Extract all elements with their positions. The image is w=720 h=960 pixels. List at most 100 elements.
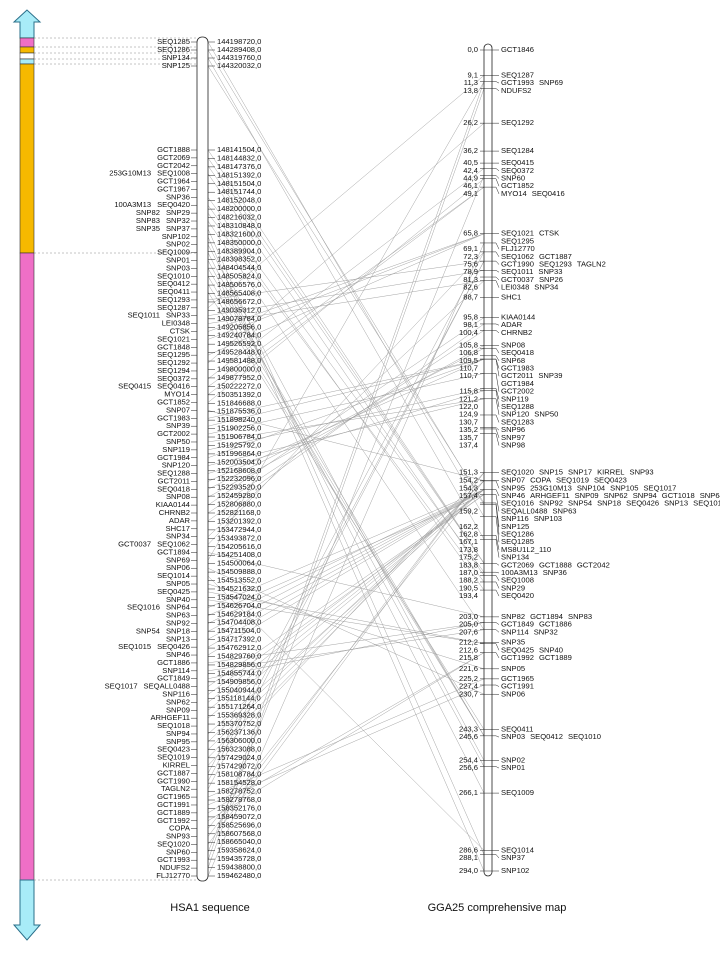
marker-label: NDUFS2 bbox=[160, 863, 190, 872]
map-marker: SNP116 bbox=[501, 514, 529, 523]
position-label: 150351392,0 bbox=[217, 390, 261, 399]
homology-link bbox=[207, 622, 485, 664]
group-label: SEQ0415 bbox=[118, 382, 151, 391]
marker-label: CTSK bbox=[170, 327, 190, 336]
map-marker: GCT2042 bbox=[577, 560, 610, 569]
map-position: 154,3 bbox=[459, 483, 478, 492]
leader bbox=[495, 581, 500, 589]
marker-label: SNP33 bbox=[166, 311, 190, 320]
map-position: 188,2 bbox=[459, 576, 478, 585]
band bbox=[19, 37, 35, 48]
marker-label: SEQ1009 bbox=[157, 248, 190, 257]
map-position: 159,2 bbox=[459, 506, 478, 515]
leader bbox=[495, 168, 500, 171]
position-label: 148565408,0 bbox=[217, 289, 261, 298]
position-label: 148310848,0 bbox=[217, 221, 261, 230]
map-marker: SNP95 bbox=[501, 483, 525, 492]
position-label: 149526592,0 bbox=[217, 339, 261, 348]
group-label: SNP82 bbox=[136, 208, 160, 217]
map-marker: GCT1886 bbox=[539, 620, 572, 629]
marker-label: KIAA0144 bbox=[156, 500, 190, 509]
map-position: 167,1 bbox=[459, 537, 478, 546]
homology-link bbox=[207, 622, 485, 679]
marker-label: SEQ0411 bbox=[158, 287, 190, 296]
leader bbox=[495, 539, 500, 558]
map-position: 266,1 bbox=[459, 788, 478, 797]
marker-label: SNP120 bbox=[162, 461, 190, 470]
homology-link bbox=[207, 684, 485, 806]
map-marker: KIRREL bbox=[597, 468, 624, 477]
marker-label: SNP62 bbox=[166, 697, 190, 706]
group-label: SEQ1017 bbox=[105, 682, 138, 691]
group-label: SNP54 bbox=[136, 626, 160, 635]
position-label: 148404544,0 bbox=[217, 263, 261, 272]
marker-label: SEQ1293 bbox=[157, 295, 190, 304]
group-label: 253G10M13 bbox=[109, 169, 151, 178]
marker-label: COPA bbox=[169, 824, 191, 833]
leader bbox=[495, 242, 500, 250]
position-label: 152168608,0 bbox=[217, 466, 261, 475]
position-label: 148141504,0 bbox=[217, 145, 261, 154]
map-marker: SEQ1293 bbox=[539, 260, 572, 269]
homology-link bbox=[207, 489, 485, 624]
map-position: 0,0 bbox=[467, 45, 478, 54]
position-label: 149877952,0 bbox=[217, 373, 261, 382]
homology-link bbox=[207, 390, 485, 474]
marker-label: SNP39 bbox=[166, 421, 190, 430]
leader bbox=[495, 652, 500, 659]
map-marker: SNP54 bbox=[568, 499, 592, 508]
position-label: 155369328,0 bbox=[217, 711, 261, 720]
position-label: 156306000,0 bbox=[217, 736, 261, 745]
map-position: 130,7 bbox=[459, 417, 478, 426]
map-position: 288,1 bbox=[459, 853, 478, 862]
position-label: 148505824,0 bbox=[217, 272, 261, 281]
marker-label: SEQ0372 bbox=[157, 374, 190, 383]
map-position: 109,5 bbox=[459, 356, 478, 365]
marker-label: GCT1889 bbox=[157, 808, 190, 817]
map-position: 115,8 bbox=[460, 387, 478, 396]
map-marker: TAGLN2 bbox=[577, 260, 606, 269]
position-label: 154717392,0 bbox=[217, 635, 261, 644]
leader bbox=[495, 187, 500, 194]
map-marker: GCT1983 bbox=[501, 364, 534, 373]
position-label: 148144832,0 bbox=[217, 153, 261, 162]
homology-link bbox=[207, 88, 485, 869]
marker-label: KIRREL bbox=[163, 761, 190, 770]
map-marker: SNP02 bbox=[501, 755, 525, 764]
map-marker: SNP37 bbox=[501, 853, 525, 862]
position-label: 149240784,0 bbox=[217, 331, 261, 340]
hsa1-axis bbox=[196, 36, 209, 882]
map-position: 154,2 bbox=[459, 476, 478, 485]
marker-label: SNP92 bbox=[166, 618, 190, 627]
position-label: 154500064,0 bbox=[217, 559, 261, 568]
map-marker: SNP39 bbox=[538, 371, 562, 380]
position-label: 154762912,0 bbox=[217, 643, 261, 652]
map-position: 105,8 bbox=[459, 340, 478, 349]
map-marker: SEQ0425 bbox=[501, 645, 534, 654]
homology-link bbox=[207, 233, 485, 332]
position-label: 151898240,0 bbox=[217, 415, 261, 424]
map-position: 162,2 bbox=[459, 522, 478, 531]
marker-label: GCT1886 bbox=[157, 658, 190, 667]
map-marker: SEQ1009 bbox=[501, 788, 534, 797]
marker-label: SNP63 bbox=[166, 611, 190, 620]
map-position: 254,4 bbox=[459, 755, 478, 764]
position-label: 159438800,0 bbox=[217, 863, 261, 872]
map-position: 26,2 bbox=[463, 118, 478, 127]
homology-link bbox=[207, 81, 485, 861]
map-marker: GCT1990 bbox=[501, 260, 534, 269]
leader bbox=[495, 433, 500, 446]
map-marker: SNP92 bbox=[539, 499, 563, 508]
map-position: 193,4 bbox=[459, 591, 478, 600]
position-label: 154509888,0 bbox=[217, 567, 261, 576]
marker-label: GCT2002 bbox=[157, 429, 190, 438]
homology-link bbox=[207, 233, 485, 356]
homology-link bbox=[207, 652, 485, 821]
position-label: 144198720,0 bbox=[217, 37, 261, 46]
position-label: 149205856,0 bbox=[217, 322, 261, 331]
leader bbox=[495, 355, 500, 361]
homology-link bbox=[207, 280, 485, 537]
map-marker: SNP40 bbox=[539, 645, 563, 654]
leader bbox=[495, 504, 500, 535]
map-marker: SNP13 bbox=[664, 499, 688, 508]
